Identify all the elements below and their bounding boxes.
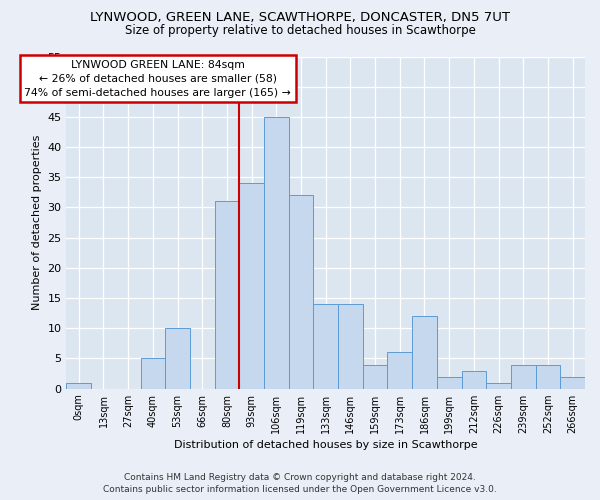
Text: Contains HM Land Registry data © Crown copyright and database right 2024.
Contai: Contains HM Land Registry data © Crown c… [103,472,497,494]
Text: LYNWOOD, GREEN LANE, SCAWTHORPE, DONCASTER, DN5 7UT: LYNWOOD, GREEN LANE, SCAWTHORPE, DONCAST… [90,11,510,24]
Text: LYNWOOD GREEN LANE: 84sqm
← 26% of detached houses are smaller (58)
74% of semi-: LYNWOOD GREEN LANE: 84sqm ← 26% of detac… [25,60,291,98]
Bar [264,117,289,388]
Bar [338,304,363,388]
Bar [313,304,338,388]
Bar [289,196,313,388]
X-axis label: Distribution of detached houses by size in Scawthorpe: Distribution of detached houses by size … [174,440,478,450]
Y-axis label: Number of detached properties: Number of detached properties [32,135,42,310]
Bar [511,364,536,388]
Bar [560,376,585,388]
Bar [437,376,461,388]
Bar [388,352,412,388]
Bar [215,202,239,388]
Bar [67,382,91,388]
Bar [412,316,437,388]
Text: Size of property relative to detached houses in Scawthorpe: Size of property relative to detached ho… [125,24,475,37]
Bar [461,370,486,388]
Bar [239,184,264,388]
Bar [165,328,190,388]
Bar [536,364,560,388]
Bar [486,382,511,388]
Bar [363,364,388,388]
Bar [140,358,165,388]
